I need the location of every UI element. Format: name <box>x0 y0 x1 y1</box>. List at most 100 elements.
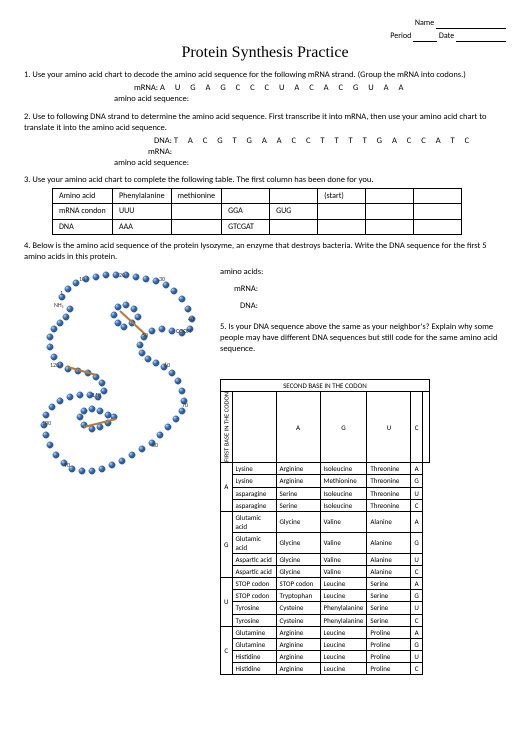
question-1: 1. Use your amino acid chart to decode t… <box>24 70 506 105</box>
codon-cell: Arginine <box>276 638 320 650</box>
codon-cell: Alanine <box>367 566 411 578</box>
codon-third-base: C <box>411 662 423 674</box>
codon-cell: Glycine <box>276 511 320 532</box>
codon-cell: Threonine <box>367 487 411 499</box>
codon-cell: Valine <box>320 511 367 532</box>
codon-third-base: A <box>411 511 423 532</box>
codon-cell: Glutamic acid <box>232 532 276 553</box>
name-blank[interactable] <box>436 20 506 29</box>
codon-cell: Leucine <box>320 650 367 662</box>
codon-cell: Cysteine <box>276 614 320 626</box>
svg-text:1: 1 <box>60 289 63 297</box>
name-label: Name <box>415 18 434 28</box>
q2-aas-label: amino acid sequence: <box>114 158 189 168</box>
q3-text: 3. Use your amino acid chart to complete… <box>24 175 506 186</box>
codon-cell: Methionine <box>320 475 367 487</box>
q4-aa-label: amino acids: <box>220 267 263 277</box>
codon-cell: Alanine <box>367 511 411 532</box>
q2-dna-seq: T A C G T G A A C C T T T T G A C C A T … <box>174 136 473 146</box>
date-blank[interactable] <box>456 33 506 42</box>
codon-cell: Leucine <box>320 578 367 590</box>
header-fields: Name Period Date <box>24 18 506 42</box>
q4-dna-label: DNA: <box>240 301 258 311</box>
codon-cell: Lysine <box>232 463 276 475</box>
codon-third-base: U <box>411 554 423 566</box>
codon-cell: Proline <box>367 662 411 674</box>
svg-text:50: 50 <box>142 331 148 339</box>
codon-cell: Leucine <box>320 638 367 650</box>
codon-cell: Valine <box>320 532 367 553</box>
q2-mrna-label: mRNA: <box>148 147 172 157</box>
codon-cell: Threonine <box>367 475 411 487</box>
codon-third-base: C <box>411 614 423 626</box>
page-title: Protein Synthesis Practice <box>24 44 506 62</box>
codon-cell: Serine <box>367 590 411 602</box>
q1-aas-label: amino acid sequence: <box>114 94 189 104</box>
codon-third-base: U <box>411 602 423 614</box>
codon-cell: Leucine <box>320 590 367 602</box>
codon-title: SECOND BASE IN THE CODON <box>221 380 430 392</box>
codon-cell: Glutamic acid <box>232 511 276 532</box>
codon-cell: Cysteine <box>276 602 320 614</box>
codon-cell: Proline <box>367 626 411 638</box>
q1-mrna-seq: A U G A G C C C U A C A C G U A A <box>160 83 407 93</box>
codon-cell: Arginine <box>276 475 320 487</box>
codon-cell: Serine <box>276 499 320 511</box>
codon-table-wrap: SECOND BASE IN THE CODON FIRST BASE IN T… <box>220 379 506 675</box>
period-blank[interactable] <box>413 33 437 42</box>
codon-cell: Leucine <box>320 626 367 638</box>
svg-text:90: 90 <box>64 461 70 469</box>
codon-cell: STOP codon <box>232 590 276 602</box>
svg-text:20: 20 <box>119 271 125 279</box>
codon-third-base: G <box>411 475 423 487</box>
codon-cell: Isoleucine <box>320 499 367 511</box>
svg-text:70: 70 <box>182 401 188 409</box>
svg-text:100: 100 <box>42 419 51 427</box>
codon-cell: STOP codon <box>276 578 320 590</box>
codon-cell: Arginine <box>276 463 320 475</box>
codon-cell: Tyrosine <box>232 602 276 614</box>
codon-cell: Lysine <box>232 475 276 487</box>
codon-cell: Valine <box>320 566 367 578</box>
codon-cell: Serine <box>367 578 411 590</box>
codon-cell: Threonine <box>367 499 411 511</box>
question-2: 2. Use to following DNA strand to determ… <box>24 112 506 169</box>
codon-third-base: U <box>411 650 423 662</box>
svg-text:80: 80 <box>152 441 158 449</box>
codon-third-base: C <box>411 499 423 511</box>
q2-text: 2. Use to following DNA strand to determ… <box>24 112 506 134</box>
codon-cell: Serine <box>276 487 320 499</box>
codon-cell: Phenylalanine <box>320 614 367 626</box>
svg-text:120: 120 <box>50 361 59 369</box>
codon-first-base: G <box>221 511 233 578</box>
svg-text:30: 30 <box>159 275 165 283</box>
codon-cell: Alanine <box>367 554 411 566</box>
codon-side-label: FIRST BASE IN THE CODON <box>221 392 233 463</box>
codon-cell: Isoleucine <box>320 463 367 475</box>
codon-third-base: A <box>411 463 423 475</box>
table-row: Amino acidPhenylalaninemethionine(start) <box>53 188 462 203</box>
codon-first-base: U <box>221 578 233 626</box>
svg-text:60: 60 <box>164 361 170 369</box>
svg-text:40: 40 <box>188 315 194 323</box>
svg-text:110: 110 <box>92 391 101 399</box>
codon-first-base: C <box>221 626 233 674</box>
codon-third-base: A <box>411 626 423 638</box>
codon-third-base: C <box>411 566 423 578</box>
codon-cell: Tryptophan <box>276 590 320 602</box>
codon-third-base: U <box>411 487 423 499</box>
codon-cell: asparagine <box>232 487 276 499</box>
table-row: mRNA condonUUUGGAGUG <box>53 204 462 219</box>
q1-text: 1. Use your amino acid chart to decode t… <box>24 70 506 81</box>
q5-text: 5. Is your DNA sequence above the same a… <box>220 322 506 355</box>
codon-cell: Phenylalanine <box>320 602 367 614</box>
codon-cell: Serine <box>367 614 411 626</box>
codon-third-base: A <box>411 578 423 590</box>
q4-mrna-label: mRNA: <box>234 284 258 294</box>
q4-text: 4. Below is the amino acid sequence of t… <box>24 241 506 263</box>
codon-cell: Aspartic acid <box>232 566 276 578</box>
codon-cell: Serine <box>367 602 411 614</box>
svg-text:NH₂: NH₂ <box>54 301 64 309</box>
codon-table: SECOND BASE IN THE CODON FIRST BASE IN T… <box>220 379 430 675</box>
codon-cell: Aspartic acid <box>232 554 276 566</box>
